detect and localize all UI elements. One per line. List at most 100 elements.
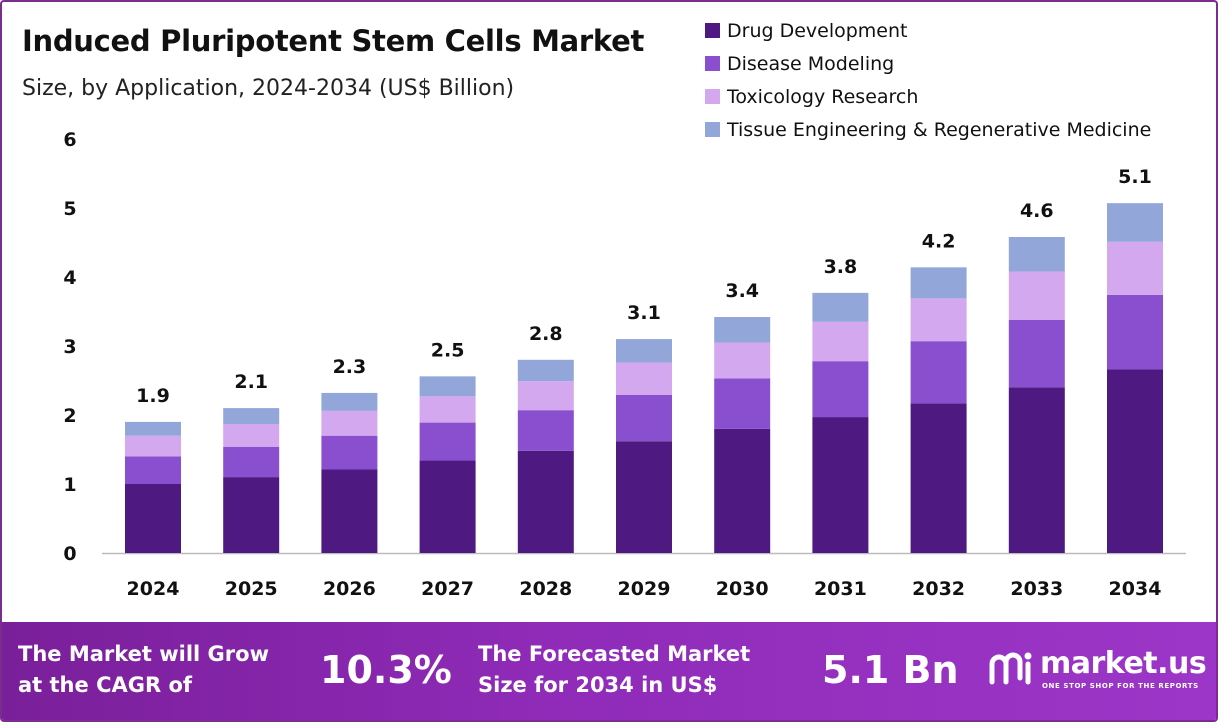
forecast-label: The Forecasted Market Size for 2034 in U…: [478, 639, 788, 701]
bar-segment-disease-modeling-2031: [812, 361, 869, 418]
bar-segment-tissue-engineering-2029: [616, 339, 672, 363]
bar-segment-disease-modeling-2028: [517, 410, 574, 451]
chart-title: Induced Pluripotent Stem Cells Market: [22, 24, 645, 58]
legend-swatch-toxicology-research: [705, 89, 720, 104]
y-tick-label-4: 4: [63, 267, 76, 289]
bar-segment-disease-modeling-2026: [321, 435, 378, 470]
bar-segment-disease-modeling-2033: [1008, 319, 1065, 388]
x-tick-label-2029: 2029: [618, 578, 671, 600]
bar-segment-drug-development-2031: [812, 417, 869, 553]
bar-total-label-2028: 2.8: [529, 323, 563, 345]
cagr-label: The Market will Grow at the CAGR of: [18, 639, 308, 701]
chart-legend: Drug Development Disease Modeling Toxico…: [705, 14, 1151, 146]
bar-segment-drug-development-2029: [616, 441, 672, 553]
cagr-value: 10.3%: [320, 648, 452, 692]
x-tick-label-2033: 2033: [1010, 578, 1063, 600]
forecast-label-line-1: The Forecasted Market: [478, 642, 751, 666]
bar-segment-tissue-engineering-2034: [1107, 203, 1163, 242]
bar-segment-toxicology-research-2030: [714, 342, 771, 379]
legend-label-drug-development: Drug Development: [727, 19, 908, 42]
bar-segment-tissue-engineering-2028: [517, 359, 574, 382]
bar-segment-tissue-engineering-2024: [125, 421, 181, 436]
bar-segment-disease-modeling-2034: [1107, 294, 1163, 370]
summary-footer: The Market will Grow at the CAGR of 10.3…: [2, 622, 1216, 720]
forecast-label-line-2: Size for 2034 in US$: [478, 673, 718, 697]
bar-total-label-2026: 2.3: [333, 356, 367, 378]
legend-item-drug-development: Drug Development: [705, 14, 1151, 47]
x-tick-label-2025: 2025: [225, 578, 278, 600]
x-tick-label-2034: 2034: [1109, 578, 1162, 600]
legend-swatch-disease-modeling: [705, 56, 720, 71]
y-tick-label-1: 1: [63, 474, 76, 496]
brand-logo[interactable]: market.us ONE STOP SHOP FOR THE REPORTS: [988, 646, 1210, 698]
legend-item-toxicology-research: Toxicology Research: [705, 80, 1151, 113]
bar-total-label-2031: 3.8: [824, 256, 858, 278]
bar-segment-tissue-engineering-2030: [714, 317, 771, 343]
bar-segment-tissue-engineering-2026: [321, 392, 378, 411]
bar-total-label-2034: 5.1: [1118, 166, 1152, 188]
stacked-bar-chart: 0 1 2 3 4 5 6 1.9 2024 2.1 2025 2.3 2026 2.5 2027 2.8 20…: [63, 129, 1186, 600]
bar-segment-tissue-engineering-2025: [223, 408, 280, 424]
bar-segment-toxicology-research-2032: [910, 298, 967, 342]
bar-total-label-2027: 2.5: [431, 339, 465, 361]
bar-segment-drug-development-2026: [321, 469, 378, 553]
bar-segment-disease-modeling-2024: [125, 456, 181, 484]
bar-total-label-2025: 2.1: [234, 371, 268, 393]
bar-segment-toxicology-research-2034: [1107, 241, 1163, 295]
brand-name: market.us: [1040, 646, 1207, 681]
bar-segment-toxicology-research-2026: [321, 410, 378, 436]
bar-total-label-2030: 3.4: [725, 280, 759, 302]
bar-segment-toxicology-research-2025: [223, 423, 280, 447]
bar-segment-drug-development-2027: [419, 460, 476, 553]
legend-swatch-drug-development: [705, 23, 720, 38]
chart-subtitle: Size, by Application, 2024-2034 (US$ Bil…: [22, 76, 515, 101]
bar-total-label-2032: 4.2: [922, 230, 956, 252]
x-tick-label-2028: 2028: [519, 578, 572, 600]
legend-label-tissue-engineering: Tissue Engineering & Regenerative Medici…: [727, 118, 1152, 141]
y-tick-label-0: 0: [63, 543, 76, 565]
bar-segment-toxicology-research-2027: [419, 396, 476, 423]
bar-segment-drug-development-2028: [517, 450, 574, 553]
legend-label-toxicology-research: Toxicology Research: [727, 85, 919, 108]
x-tick-label-2024: 2024: [127, 578, 180, 600]
market-us-logo-icon: [989, 652, 1032, 685]
cagr-label-line-2: at the CAGR of: [18, 673, 193, 697]
bar-segment-tissue-engineering-2032: [910, 267, 967, 299]
x-tick-label-2030: 2030: [716, 578, 769, 600]
bar-segment-disease-modeling-2029: [616, 394, 672, 442]
x-tick-label-2026: 2026: [323, 578, 376, 600]
bar-segment-drug-development-2024: [125, 484, 181, 553]
legend-item-tissue-engineering: Tissue Engineering & Regenerative Medici…: [705, 113, 1151, 146]
y-tick-label-3: 3: [63, 336, 76, 358]
y-tick-label-2: 2: [63, 405, 76, 427]
bar-segment-drug-development-2033: [1008, 387, 1065, 553]
bar-segment-drug-development-2032: [910, 403, 967, 553]
bar-total-label-2029: 3.1: [627, 302, 661, 324]
bar-segment-toxicology-research-2029: [616, 362, 672, 395]
legend-swatch-tissue-engineering: [705, 122, 720, 137]
y-tick-label-5: 5: [63, 198, 76, 220]
bar-segment-tissue-engineering-2033: [1008, 236, 1065, 272]
x-tick-label-2027: 2027: [421, 578, 474, 600]
bar-segment-drug-development-2025: [223, 477, 280, 553]
bar-segment-toxicology-research-2024: [125, 435, 181, 457]
bar-total-label-2024: 1.9: [136, 385, 170, 407]
bar-segment-toxicology-research-2033: [1008, 271, 1065, 320]
bar-total-label-2033: 4.6: [1020, 200, 1054, 222]
bar-segment-disease-modeling-2032: [910, 341, 967, 404]
brand-tagline: ONE STOP SHOP FOR THE REPORTS: [1042, 682, 1199, 690]
x-tick-label-2032: 2032: [912, 578, 965, 600]
legend-item-disease-modeling: Disease Modeling: [705, 47, 1151, 80]
bar-segment-tissue-engineering-2027: [419, 376, 476, 397]
x-tick-label-2031: 2031: [814, 578, 867, 600]
bar-segment-disease-modeling-2025: [223, 446, 280, 478]
y-tick-label-6: 6: [63, 129, 76, 151]
bar-segment-toxicology-research-2028: [517, 381, 574, 411]
cagr-label-line-1: The Market will Grow: [18, 642, 269, 666]
bar-segment-tissue-engineering-2031: [812, 292, 869, 322]
legend-label-disease-modeling: Disease Modeling: [727, 52, 895, 75]
bar-segment-disease-modeling-2027: [419, 422, 476, 461]
bar-segment-drug-development-2030: [714, 428, 771, 553]
bar-segment-drug-development-2034: [1107, 369, 1163, 553]
